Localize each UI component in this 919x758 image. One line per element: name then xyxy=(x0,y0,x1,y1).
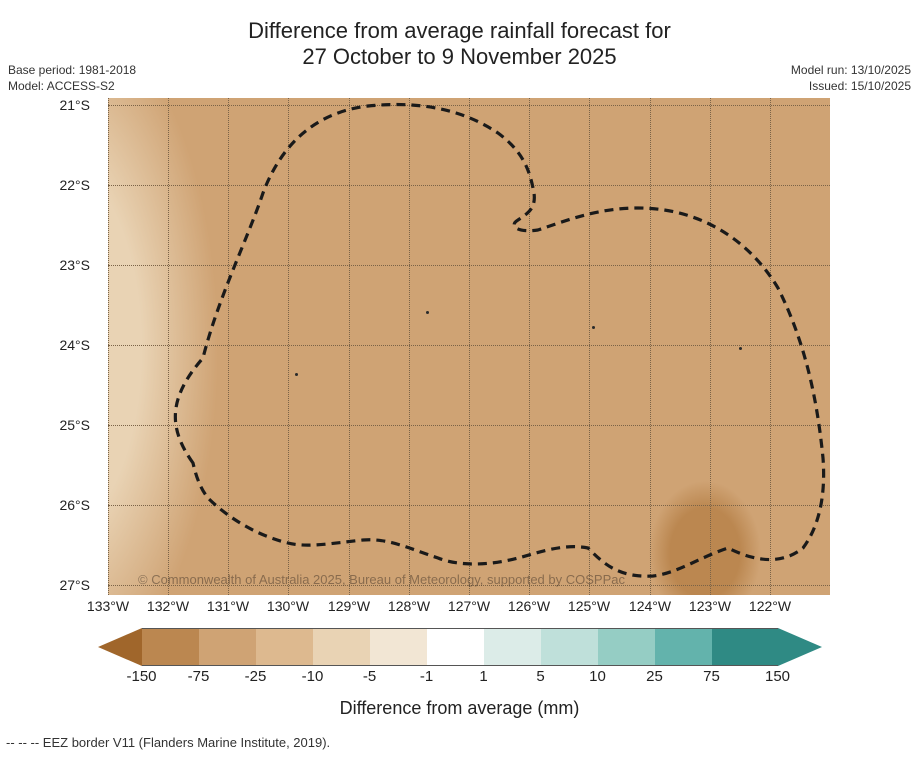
legend-arrow-high xyxy=(778,628,822,666)
gridline-vertical xyxy=(409,98,410,595)
gridline-vertical xyxy=(228,98,229,595)
rainfall-forecast-chart: Difference from average rainfall forecas… xyxy=(0,0,919,758)
legend-bar xyxy=(98,628,822,666)
copyright-watermark: © Commonwealth of Australia 2025, Bureau… xyxy=(138,572,625,587)
gridline-vertical xyxy=(349,98,350,595)
gridline-vertical xyxy=(168,98,169,595)
gridline-horizontal xyxy=(108,425,830,426)
location-marker xyxy=(295,373,298,376)
gridline-vertical xyxy=(770,98,771,595)
legend-arrow-low xyxy=(98,628,142,666)
map-plot-area: © Commonwealth of Australia 2025, Bureau… xyxy=(108,98,830,595)
gridline-vertical xyxy=(108,98,109,595)
eez-footnote: -- -- -- EEZ border V11 (Flanders Marine… xyxy=(6,735,330,750)
legend-segment xyxy=(712,628,778,666)
gridline-vertical xyxy=(650,98,651,595)
legend-segment xyxy=(598,628,655,666)
legend-segment xyxy=(655,628,712,666)
location-marker xyxy=(426,311,429,314)
y-axis-labels: 21°S 22°S 23°S 24°S 25°S 26°S 27°S xyxy=(0,98,100,595)
legend-tick-labels: -150 -75 -25 -10 -5 -1 1 5 10 25 75 150 xyxy=(98,668,822,688)
legend-title: Difference from average (mm) xyxy=(0,698,919,719)
legend-segment xyxy=(370,628,427,666)
legend-segment xyxy=(541,628,598,666)
gridline-horizontal xyxy=(108,265,830,266)
color-legend: -150 -75 -25 -10 -5 -1 1 5 10 25 75 150 … xyxy=(0,628,919,723)
legend-segment xyxy=(199,628,256,666)
gridline-vertical xyxy=(469,98,470,595)
legend-segment xyxy=(313,628,370,666)
gridline-horizontal xyxy=(108,185,830,186)
gridline-horizontal xyxy=(108,505,830,506)
gridline-vertical xyxy=(589,98,590,595)
location-marker xyxy=(739,347,742,350)
chart-title: Difference from average rainfall forecas… xyxy=(0,18,919,70)
gridline-horizontal xyxy=(108,345,830,346)
legend-segment xyxy=(427,628,484,666)
legend-segment xyxy=(484,628,541,666)
legend-segment xyxy=(142,628,199,666)
gridline-vertical xyxy=(710,98,711,595)
x-axis-labels: 133°W 132°W 131°W 130°W 129°W 128°W 127°… xyxy=(108,598,830,618)
meta-right-block: Model run: 13/10/2025 Issued: 15/10/2025 xyxy=(791,62,911,94)
gridline-vertical xyxy=(288,98,289,595)
gridline-horizontal xyxy=(108,105,830,106)
legend-segment xyxy=(256,628,313,666)
right-shading-region xyxy=(640,475,770,595)
left-shading-region xyxy=(108,98,308,595)
gridline-vertical xyxy=(529,98,530,595)
meta-left-block: Base period: 1981-2018 Model: ACCESS-S2 xyxy=(8,62,136,94)
location-marker xyxy=(592,326,595,329)
